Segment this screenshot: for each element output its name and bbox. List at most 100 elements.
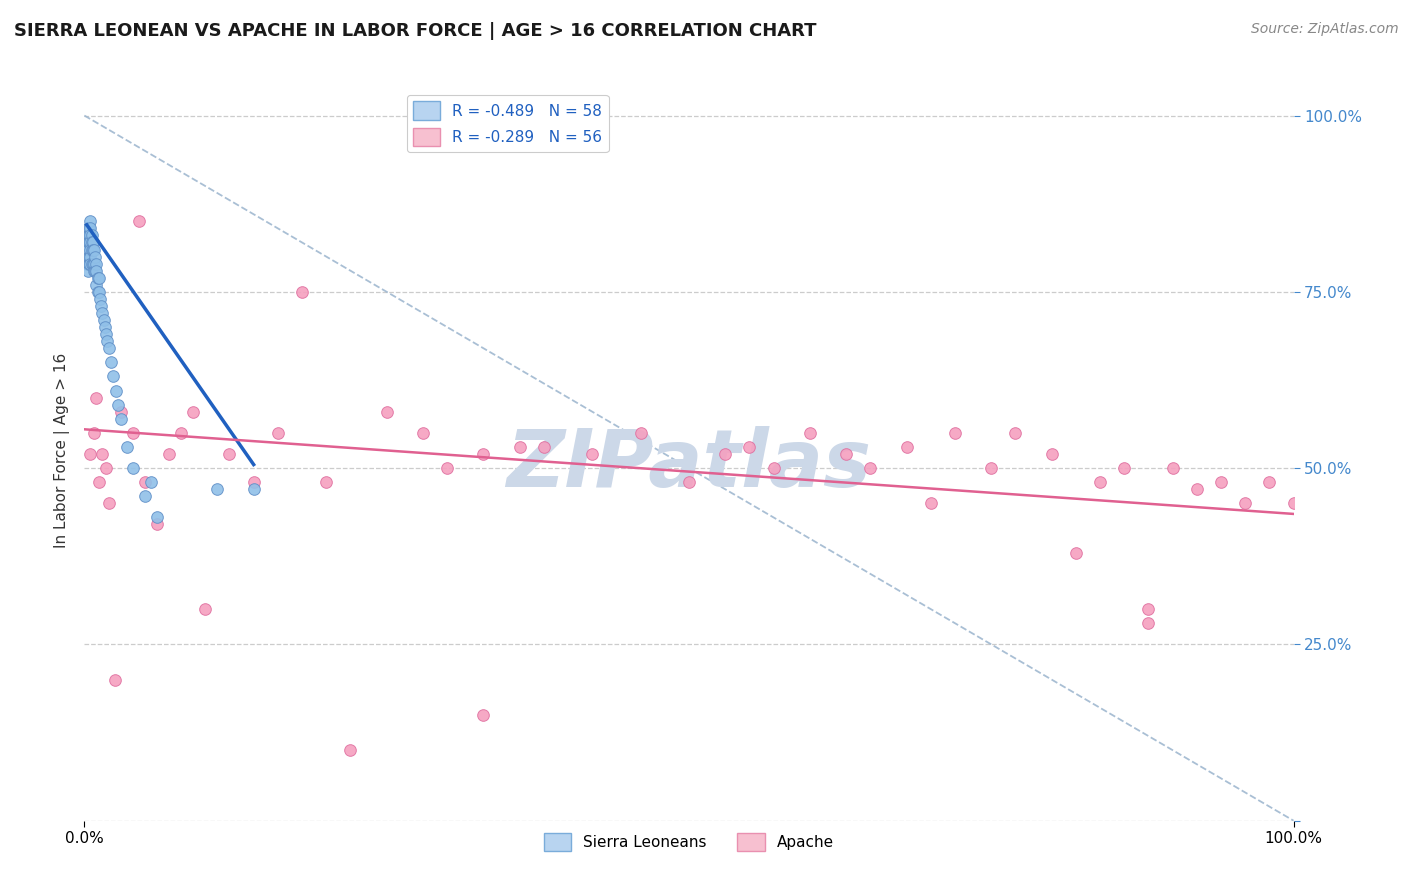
Point <box>1161 461 1184 475</box>
Point <box>581 447 603 461</box>
Point <box>96 334 118 348</box>
Point <box>77 257 100 271</box>
Point <box>678 475 700 490</box>
Point <box>128 214 150 228</box>
Point <box>86 391 108 405</box>
Text: Source: ZipAtlas.com: Source: ZipAtlas.com <box>1251 22 1399 37</box>
Point <box>79 250 101 264</box>
Point <box>77 221 100 235</box>
Point <box>79 221 101 235</box>
Point <box>86 277 108 292</box>
Point <box>79 214 101 228</box>
Point <box>77 235 100 250</box>
Point <box>412 425 434 440</box>
Point <box>91 306 114 320</box>
Point <box>859 461 882 475</box>
Point <box>110 411 132 425</box>
Point <box>533 440 555 454</box>
Point <box>194 602 217 616</box>
Point <box>86 263 108 277</box>
Point <box>207 482 229 496</box>
Point <box>1064 546 1087 560</box>
Point <box>87 475 110 490</box>
Point <box>121 425 143 440</box>
Point <box>77 263 100 277</box>
Point <box>104 673 127 687</box>
Point <box>90 299 112 313</box>
Point <box>77 228 100 243</box>
Point <box>1234 496 1257 510</box>
Point <box>157 447 180 461</box>
Point <box>110 405 132 419</box>
Point <box>77 250 100 264</box>
Point <box>799 425 821 440</box>
Text: SIERRA LEONEAN VS APACHE IN LABOR FORCE | AGE > 16 CORRELATION CHART: SIERRA LEONEAN VS APACHE IN LABOR FORCE … <box>14 22 817 40</box>
Point <box>86 285 108 299</box>
Point <box>104 384 127 398</box>
Text: ZIPatlas: ZIPatlas <box>506 426 872 504</box>
Point <box>472 707 495 722</box>
Point <box>943 425 966 440</box>
Point <box>86 257 108 271</box>
Point <box>291 285 314 299</box>
Point <box>91 447 114 461</box>
Point <box>87 270 110 285</box>
Point <box>79 243 101 257</box>
Point <box>82 243 104 257</box>
Point <box>242 482 264 496</box>
Point <box>93 313 115 327</box>
Point <box>1088 475 1111 490</box>
Point <box>87 285 110 299</box>
Point <box>1185 482 1208 496</box>
Point <box>97 496 120 510</box>
Point <box>134 489 156 503</box>
Point <box>139 475 162 490</box>
Point <box>1040 447 1063 461</box>
Point <box>146 517 169 532</box>
Point <box>630 425 652 440</box>
Point <box>218 447 240 461</box>
Point <box>76 257 98 271</box>
Point <box>79 235 101 250</box>
Point <box>896 440 918 454</box>
Point <box>79 228 101 243</box>
Point <box>1114 461 1136 475</box>
Point <box>80 228 103 243</box>
Point <box>170 425 193 440</box>
Point <box>84 263 107 277</box>
Point <box>84 250 107 264</box>
Point <box>121 461 143 475</box>
Point <box>86 270 108 285</box>
Point <box>80 235 103 250</box>
Point <box>77 228 100 243</box>
Point <box>79 257 101 271</box>
Point <box>267 425 290 440</box>
Legend: Sierra Leoneans, Apache: Sierra Leoneans, Apache <box>537 827 841 857</box>
Y-axis label: In Labor Force | Age > 16: In Labor Force | Age > 16 <box>55 353 70 548</box>
Point <box>835 447 858 461</box>
Point <box>107 398 129 412</box>
Point <box>103 369 125 384</box>
Point <box>94 327 117 342</box>
Point <box>77 250 100 264</box>
Point <box>77 235 100 250</box>
Point <box>83 425 105 440</box>
Point <box>76 243 98 257</box>
Point <box>242 475 264 490</box>
Point <box>472 447 495 461</box>
Point <box>339 743 361 757</box>
Point <box>762 461 785 475</box>
Point <box>100 355 122 369</box>
Point <box>1137 602 1160 616</box>
Point <box>375 405 398 419</box>
Point <box>83 243 105 257</box>
Point <box>1004 425 1026 440</box>
Point <box>181 405 204 419</box>
Point <box>77 221 100 235</box>
Point <box>97 341 120 355</box>
Point <box>146 510 169 524</box>
Point <box>134 475 156 490</box>
Point <box>509 440 531 454</box>
Point <box>89 292 111 306</box>
Point <box>738 440 761 454</box>
